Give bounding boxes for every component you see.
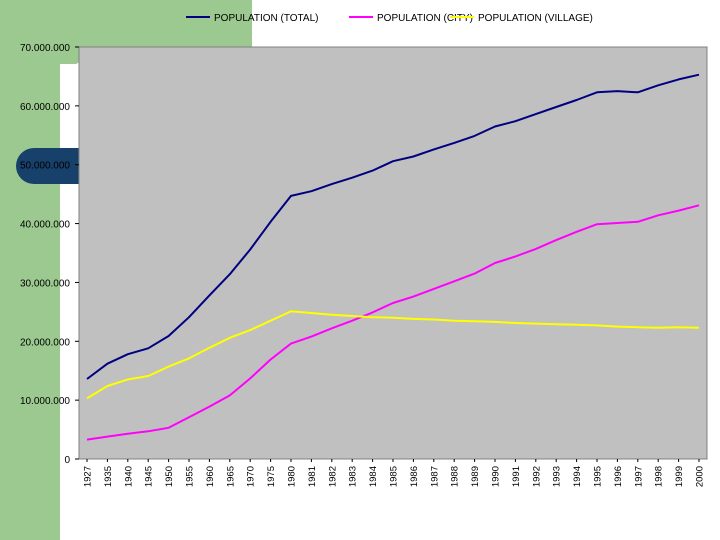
x-tick-label: 1991 (511, 466, 522, 487)
legend-label-population-total: POPULATION (TOTAL) (214, 13, 318, 24)
x-axis: 1927 1935 1940 1945 1950 1955 1960 1965 1970 1975… (83, 459, 706, 487)
series-line-population-total (86, 73, 700, 380)
x-tick-label: 1982 (327, 466, 338, 487)
x-tick-label: 1970 (246, 466, 257, 487)
y-tick-label: 70.000.000 (20, 43, 70, 54)
y-tick-label: 0 (64, 455, 70, 466)
x-tick-label: 1935 (103, 466, 114, 487)
y-tick-label: 30.000.000 (20, 278, 70, 289)
x-tick-label: 1927 (83, 466, 94, 487)
y-tick-label: 40.000.000 (20, 220, 70, 231)
y-tick-label: 60.000.000 (20, 102, 70, 113)
x-tick-label: 1983 (348, 466, 359, 487)
x-tick-label: 1986 (409, 466, 420, 487)
background-green-bar (0, 0, 60, 540)
y-tick-label: 10.000.000 (20, 396, 70, 407)
series-line-population-village (86, 310, 700, 400)
x-tick-label: 1950 (164, 466, 175, 487)
y-axis: 0 10.000.000 20.000.000 30.000.000 40.000.00… (20, 43, 79, 466)
x-tick-label: 1955 (185, 466, 196, 487)
background-navy-tab (16, 148, 88, 184)
series-lines (86, 73, 700, 441)
x-tick-label: 1960 (205, 466, 216, 487)
x-tick-label: 1996 (613, 466, 624, 487)
legend-label-population-city: POPULATION (CITY) (377, 13, 473, 24)
x-tick-label: 1988 (450, 466, 461, 487)
x-tick-label: 1995 (593, 466, 604, 487)
x-tick-label: 1981 (307, 466, 318, 487)
x-tick-label: 1997 (633, 466, 644, 487)
x-tick-label: 1984 (368, 466, 379, 487)
x-tick-label: 1975 (266, 466, 277, 487)
x-tick-label: 1940 (123, 466, 134, 487)
x-tick-label: 1998 (654, 466, 665, 487)
legend-label-population-village: POPULATION (VILLAGE) (478, 13, 593, 24)
x-tick-label: 1980 (287, 466, 298, 487)
plot-area (78, 46, 708, 460)
y-tick-label: 20.000.000 (20, 337, 70, 348)
x-tick-label: 1992 (531, 466, 542, 487)
x-tick-label: 1989 (470, 466, 481, 487)
x-tick-label: 1945 (144, 466, 155, 487)
x-tick-label: 1985 (389, 466, 400, 487)
x-tick-label: 1999 (674, 466, 685, 487)
x-tick-label: 1965 (225, 466, 236, 487)
chart-legend: POPULATION (TOTAL) POPULATION (CITY) POPUL… (186, 13, 593, 24)
x-tick-label: 1994 (572, 466, 583, 487)
x-tick-label: 1993 (552, 466, 563, 487)
series-line-population-city (86, 204, 700, 441)
x-tick-label: 2000 (695, 466, 706, 487)
x-tick-label: 1990 (491, 466, 502, 487)
x-tick-label: 1987 (429, 466, 440, 487)
y-tick-label: 50.000.000 (20, 161, 70, 172)
